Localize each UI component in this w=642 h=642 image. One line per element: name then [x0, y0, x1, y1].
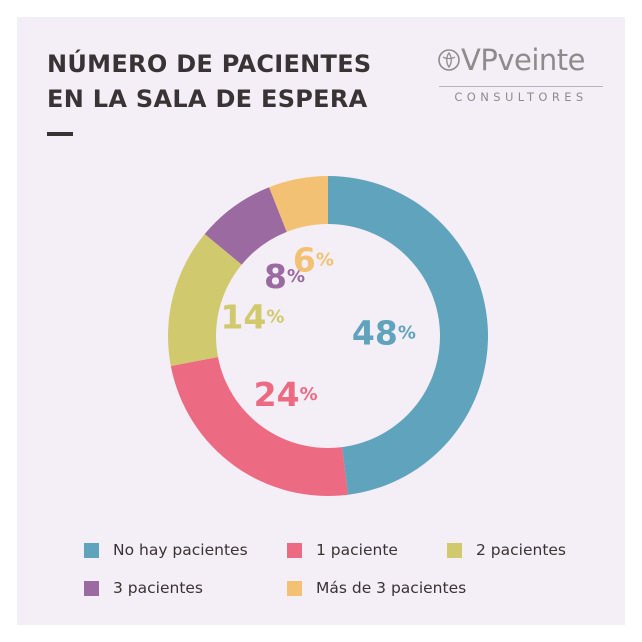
- legend-label: No hay pacientes: [113, 541, 248, 559]
- donut-slice: [167, 234, 242, 366]
- logo-subtitle: CONSULTORES: [454, 90, 588, 104]
- logo-divider: [439, 86, 603, 87]
- infographic-card: NÚMERO DE PACIENTES EN LA SALA DE ESPERA…: [17, 17, 625, 625]
- donut-slice: [204, 187, 287, 265]
- legend-swatch: [84, 542, 99, 558]
- legend-label: 3 pacientes: [113, 579, 204, 597]
- slice-percent-label: 8%: [264, 257, 305, 296]
- slice-percent-label: 14%: [220, 297, 284, 336]
- legend-swatch: [84, 580, 99, 596]
- legend-label: 2 pacientes: [476, 541, 567, 559]
- legend-swatch: [447, 542, 462, 558]
- title-line-1: NÚMERO DE PACIENTES: [47, 50, 372, 78]
- donut-slice: [328, 176, 488, 495]
- legend-item: 3 pacientes: [84, 579, 203, 597]
- page-title: NÚMERO DE PACIENTES EN LA SALA DE ESPERA: [47, 47, 407, 117]
- donut-slice: [170, 356, 349, 496]
- legend-item: No hay pacientes: [84, 541, 248, 559]
- slice-percent-label: 6%: [293, 240, 334, 279]
- legend-swatch: [287, 542, 302, 558]
- slice-percent-label: 48%: [352, 313, 416, 352]
- legend-item: 1 paciente: [287, 541, 398, 559]
- legend-label: Más de 3 pacientes: [316, 579, 467, 597]
- logo-mark-icon: [438, 49, 460, 71]
- legend-item: Más de 3 pacientes: [287, 579, 466, 597]
- donut-slice: [269, 176, 328, 232]
- donut-chart: 48% 24% 14%8%6%: [167, 176, 488, 496]
- brand-logo: VPveinte CONSULTORES: [437, 43, 607, 105]
- title-line-2: EN LA SALA DE ESPERA: [47, 85, 368, 113]
- legend-swatch: [287, 580, 302, 596]
- title-underline: [47, 132, 73, 136]
- legend-item: 2 pacientes: [447, 541, 566, 559]
- logo-name: VPveinte: [461, 43, 585, 77]
- legend-label: 1 paciente: [316, 541, 398, 559]
- chart-legend: No hay pacientes 1 paciente 2 pacientes 3 p…: [17, 17, 625, 625]
- slice-percent-label: 24%: [254, 375, 318, 414]
